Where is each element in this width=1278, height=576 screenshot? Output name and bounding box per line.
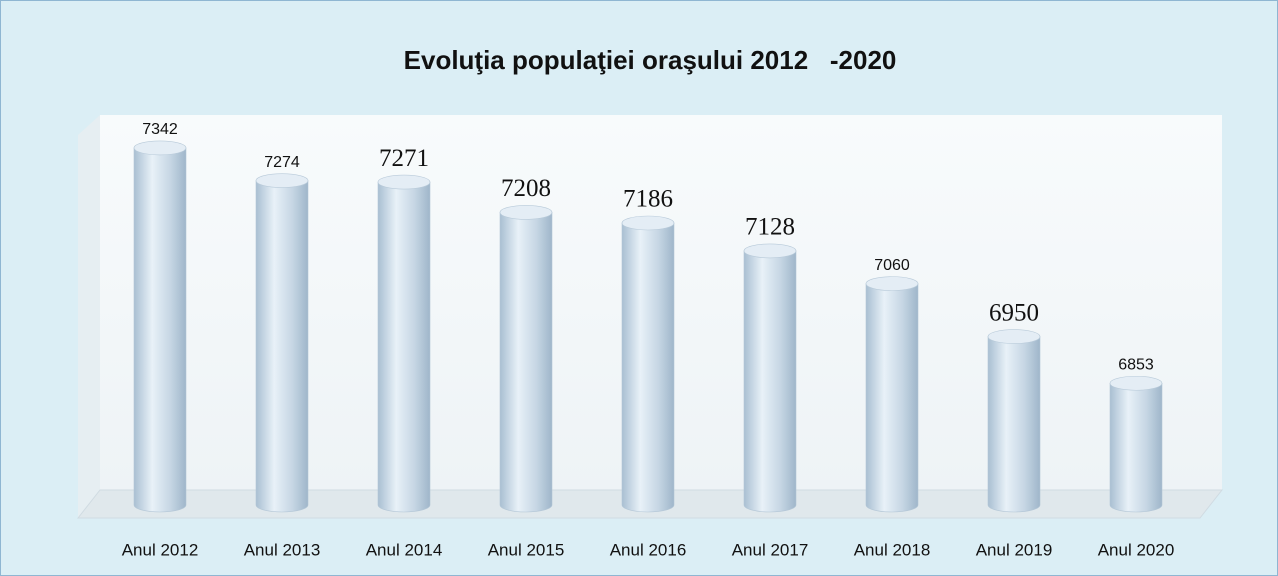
x-tick-label: Anul 2019 xyxy=(976,540,1053,559)
bar xyxy=(499,212,553,513)
x-tick-label: Anul 2017 xyxy=(732,540,809,559)
bar-top xyxy=(255,173,309,188)
bar xyxy=(133,147,187,513)
bar xyxy=(1109,382,1163,513)
value-label: 7060 xyxy=(874,257,910,274)
bar-top xyxy=(621,215,675,231)
bar-top xyxy=(987,329,1041,344)
x-tick-label: Anul 2012 xyxy=(122,540,199,559)
x-tick-label: Anul 2018 xyxy=(854,540,931,559)
side-wall xyxy=(78,115,100,518)
bar-top xyxy=(1109,375,1163,391)
bar-top xyxy=(865,276,919,291)
bar xyxy=(987,336,1041,513)
bar xyxy=(255,180,309,513)
value-label: 7342 xyxy=(142,121,178,138)
bar xyxy=(865,283,919,513)
value-label: 7128 xyxy=(745,214,795,241)
x-tick-label: Anul 2020 xyxy=(1098,540,1175,559)
bar-top xyxy=(743,243,797,259)
value-label: 7274 xyxy=(264,154,300,171)
x-tick-label: Anul 2014 xyxy=(366,540,443,559)
bar xyxy=(743,250,797,513)
x-tick-label: Anul 2016 xyxy=(610,540,687,559)
value-label: 7271 xyxy=(379,145,429,172)
value-label: 6853 xyxy=(1118,356,1154,373)
bar xyxy=(621,222,675,513)
x-tick-label: Anul 2015 xyxy=(488,540,565,559)
bar-top xyxy=(377,174,431,190)
bar-top xyxy=(133,140,187,156)
bar-top xyxy=(499,205,553,220)
value-label: 7208 xyxy=(501,175,551,202)
bar xyxy=(377,181,431,513)
value-label: 6950 xyxy=(989,299,1039,326)
chart-title: Evoluţia populaţiei oraşului 2012 -2020 xyxy=(404,45,897,75)
x-tick-label: Anul 2013 xyxy=(244,540,321,559)
value-label: 7186 xyxy=(623,186,673,213)
